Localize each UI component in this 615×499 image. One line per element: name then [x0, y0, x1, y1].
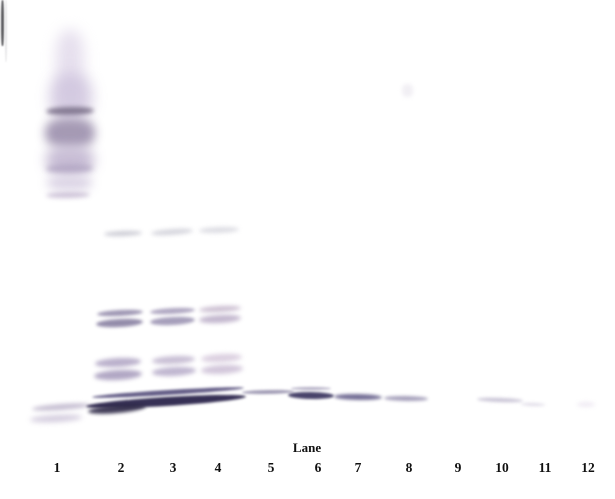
edge-artifact-dark-line [1, 0, 4, 46]
lane-number-label: 10 [495, 460, 509, 475]
lane-number-label: 4 [214, 460, 222, 475]
lane-number-label: 7 [354, 460, 362, 475]
lane-number-label: 8 [405, 460, 413, 475]
main-row-lane6-upper-trace [291, 387, 331, 390]
lane-number-label: 9 [454, 460, 462, 475]
lane-number-label: 6 [314, 460, 322, 475]
lane-number-label: 3 [169, 460, 177, 475]
edge-artifact-gray-line [4, 0, 7, 62]
lane-number-label: 1 [53, 460, 61, 475]
lane-number-label: 2 [117, 460, 125, 475]
lane1-marker-smear-lower [47, 176, 92, 190]
main-row-far-right-smudge [577, 402, 595, 407]
lane-axis-label: Lane [292, 440, 322, 455]
lane1-marker-diffuse-dark [45, 118, 95, 148]
lane-number-label: 5 [267, 460, 275, 475]
lane-number-label: 12 [581, 460, 595, 475]
film-smudge [402, 84, 413, 97]
lane-number-label: 11 [538, 460, 552, 475]
